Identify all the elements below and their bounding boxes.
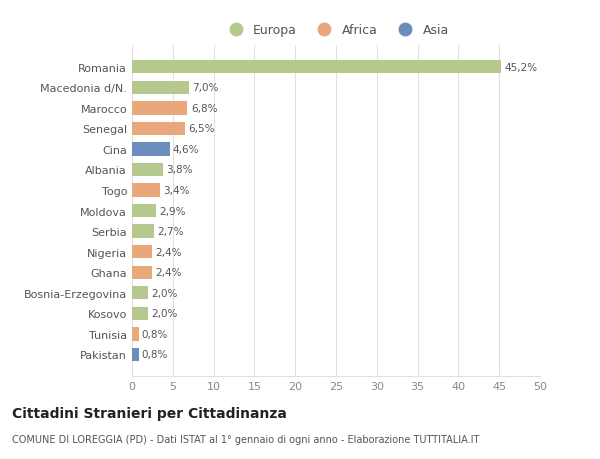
Text: 2,9%: 2,9% [159,206,185,216]
Bar [132,163,163,177]
Bar [132,143,170,156]
Bar [132,184,160,197]
Bar [132,246,152,259]
Text: 0,8%: 0,8% [142,350,168,360]
Legend: Europa, Africa, Asia: Europa, Africa, Asia [218,19,454,42]
Bar [132,123,185,136]
Text: 3,8%: 3,8% [166,165,193,175]
Text: 2,0%: 2,0% [152,309,178,319]
Bar [132,102,187,115]
Bar [132,328,139,341]
Text: 0,8%: 0,8% [142,329,168,339]
Bar [132,81,189,95]
Text: 45,2%: 45,2% [504,62,537,73]
Bar [132,61,501,74]
Text: 2,4%: 2,4% [155,247,181,257]
Bar [132,286,148,300]
Text: COMUNE DI LOREGGIA (PD) - Dati ISTAT al 1° gennaio di ogni anno - Elaborazione T: COMUNE DI LOREGGIA (PD) - Dati ISTAT al … [12,434,479,444]
Text: 7,0%: 7,0% [193,83,219,93]
Text: 6,8%: 6,8% [191,104,217,113]
Text: 6,5%: 6,5% [188,124,215,134]
Bar [132,307,148,320]
Bar [132,225,154,238]
Text: 2,7%: 2,7% [157,227,184,237]
Bar [132,266,152,280]
Bar [132,348,139,361]
Text: 2,0%: 2,0% [152,288,178,298]
Text: 3,4%: 3,4% [163,185,190,196]
Text: Cittadini Stranieri per Cittadinanza: Cittadini Stranieri per Cittadinanza [12,406,287,420]
Text: 4,6%: 4,6% [173,145,199,155]
Text: 2,4%: 2,4% [155,268,181,278]
Bar [132,204,155,218]
